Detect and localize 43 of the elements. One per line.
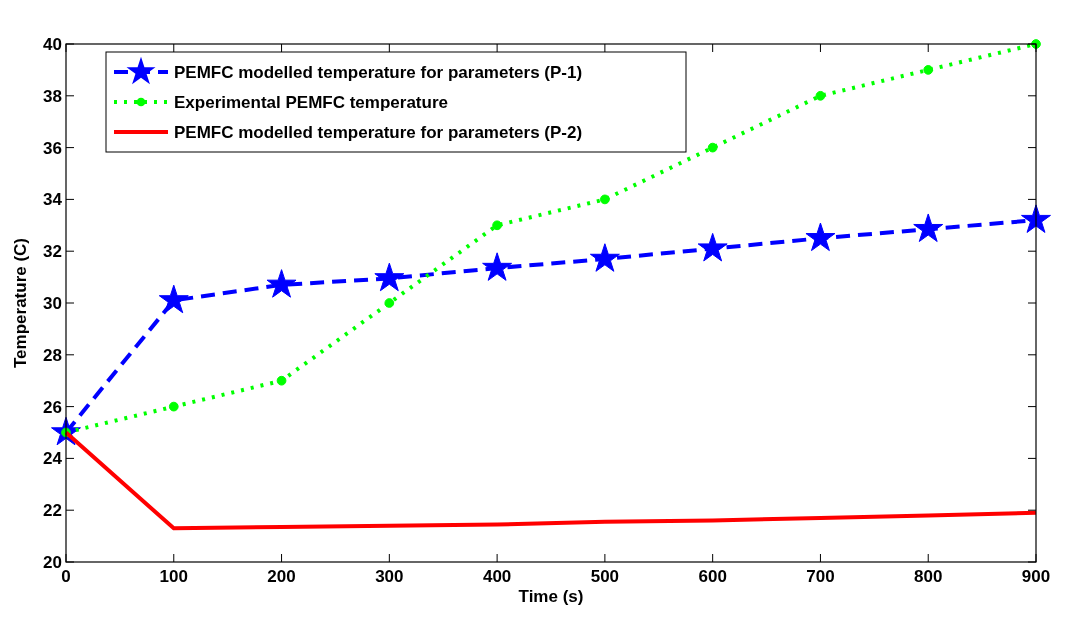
point xyxy=(697,232,728,262)
y-tick-label: 30 xyxy=(43,294,62,313)
legend-label: PEMFC modelled temperature for parameters (P-1) xyxy=(174,63,583,82)
legend-label: PEMFC modelled temperature for parameters (P-2) xyxy=(174,123,583,142)
point xyxy=(276,375,287,386)
y-tick-label: 34 xyxy=(43,190,63,210)
y-tick-label: 22 xyxy=(43,501,62,521)
x-tick-label: 700 xyxy=(806,567,835,586)
x-tick-label: 500 xyxy=(590,567,620,586)
point xyxy=(600,194,610,205)
point xyxy=(815,90,826,101)
y-tick-label: 38 xyxy=(43,86,62,106)
point xyxy=(374,262,405,292)
point xyxy=(923,65,934,75)
point xyxy=(168,401,179,412)
x-tick-label: 600 xyxy=(698,567,727,586)
point xyxy=(482,252,513,281)
x-tick-label: 800 xyxy=(914,567,943,586)
legend-label: Experimental PEMFC temperature xyxy=(174,93,448,112)
point xyxy=(913,213,944,242)
x-tick-label: 400 xyxy=(482,567,512,586)
x-tick-label: 300 xyxy=(375,567,404,586)
point xyxy=(384,298,395,308)
x-tick-label: 100 xyxy=(159,567,188,586)
y-tick-label: 28 xyxy=(43,345,62,365)
point xyxy=(805,222,836,252)
y-tick-label: 24 xyxy=(43,449,63,469)
x-tick-label: 900 xyxy=(1021,567,1051,586)
point xyxy=(707,142,718,153)
x-axis-title: Time (s) xyxy=(518,587,584,606)
y-tick-label: 36 xyxy=(43,138,62,158)
y-tick-label: 32 xyxy=(43,242,62,262)
y-tick-label: 26 xyxy=(43,397,62,417)
y-axis-title: Temperature (C) xyxy=(11,237,30,369)
point xyxy=(266,269,297,298)
point xyxy=(589,243,620,272)
y-tick-label: 20 xyxy=(43,553,62,572)
point xyxy=(492,220,502,231)
y-tick-label: 40 xyxy=(43,35,62,54)
x-tick-label: 200 xyxy=(267,567,296,586)
point xyxy=(158,284,189,314)
point xyxy=(1021,204,1051,233)
x-tick-label: 0 xyxy=(61,567,71,586)
